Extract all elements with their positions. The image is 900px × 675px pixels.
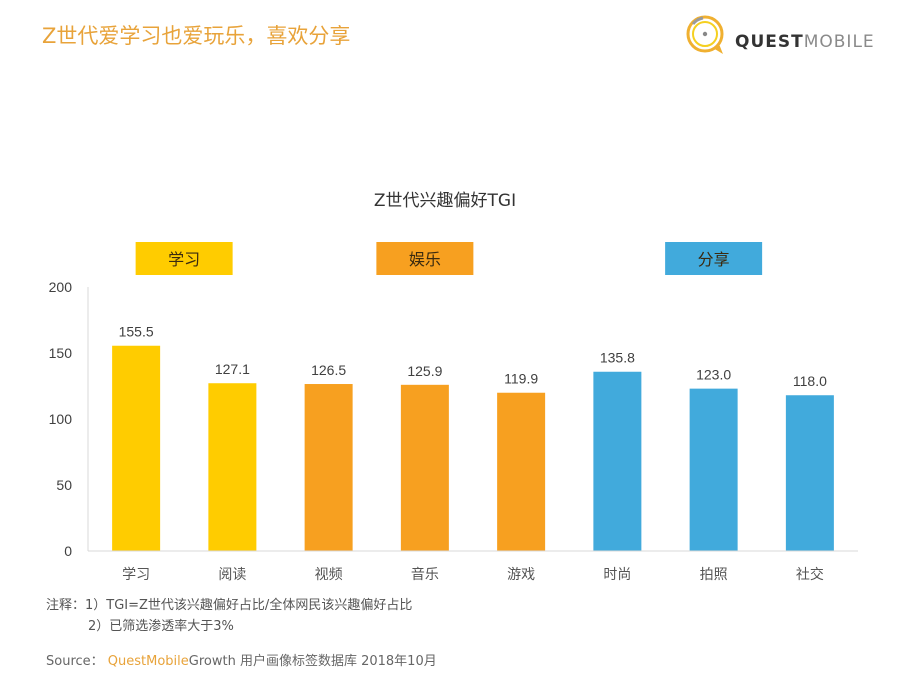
data-label: 155.5 [119,324,154,340]
y-axis: 0 50 100 150 200 [49,279,89,559]
bar [304,384,353,551]
logo-wordmark: QUESTMOBILE [735,32,875,52]
notes: 注释：1）TGI=Z世代该兴趣偏好占比/全体网民该兴趣偏好占比 2）已筛选渗透率… [46,595,412,637]
source-line: Source： QuestMobileGrowth 用户画像标签数据库 2018… [46,650,437,669]
note-2-text: 2）已筛选渗透率大于3% [88,619,234,634]
y-tick-label: 200 [49,279,73,295]
x-tick-label: 社交 [796,566,824,583]
notes-prefix: 注释： [46,598,86,613]
logo-quest: QUEST [735,32,804,52]
note-1: 注释：1）TGI=Z世代该兴趣偏好占比/全体网民该兴趣偏好占比 [46,595,412,616]
bar [689,388,738,551]
bar [112,345,161,551]
bar [785,395,834,551]
bar [400,384,449,551]
group-label-box-sharing [665,242,763,275]
x-tick-label: 学习 [122,567,150,583]
x-tick-label: 阅读 [218,566,246,583]
x-tick-label: 游戏 [507,567,535,583]
x-tick-label: 时尚 [603,567,631,583]
bar [593,371,642,551]
group-label-entertainment: 娱乐 [409,250,441,269]
source-brand: QuestMobile [107,654,189,669]
note-1-text: 1）TGI=Z世代该兴趣偏好占比/全体网民该兴趣偏好占比 [85,598,413,613]
y-tick-label: 50 [56,477,72,493]
x-tick-label: 视频 [315,567,343,583]
questmobile-logo-icon [686,15,724,54]
bar [208,383,257,551]
data-label: 123.0 [696,367,731,383]
group-label-sharing: 分享 [698,250,730,269]
source-label: Source： [46,654,104,669]
group-labels: 学习 娱乐 分享 [135,242,763,275]
logo-mobile: MOBILE [803,32,875,52]
data-label: 126.5 [311,362,346,378]
x-tick-label: 音乐 [411,566,439,583]
chart-title: Z世代兴趣偏好TGI [374,191,516,211]
x-axis: 学习 阅读 视频 音乐 游戏 时尚 拍照 社交 [88,550,858,583]
brand-logo: QUESTMOBILE [683,10,875,60]
data-label: 135.8 [600,350,635,366]
group-label-box-learning [135,242,233,275]
y-tick-label: 100 [49,411,73,427]
data-label: 125.9 [407,363,442,379]
data-label: 119.9 [504,371,538,387]
note-2: 2）已筛选渗透率大于3% [46,616,412,637]
source-rest: Growth 用户画像标签数据库 2018年10月 [188,654,437,669]
y-tick-label: 0 [64,543,72,559]
group-label-box-entertainment [376,242,474,275]
x-tick-label: 拍照 [700,567,728,583]
y-tick-label: 150 [49,345,73,361]
data-label: 127.1 [215,361,250,377]
group-label-learning: 学习 [168,250,200,269]
data-label: 118.0 [793,373,827,389]
bar [497,392,546,551]
bars: 155.5 127.1 126.5 125.9 119.9 135.8 123.0 118.0 [112,324,834,551]
page-headline: Z世代爱学习也爱玩乐，喜欢分享 [42,24,351,48]
